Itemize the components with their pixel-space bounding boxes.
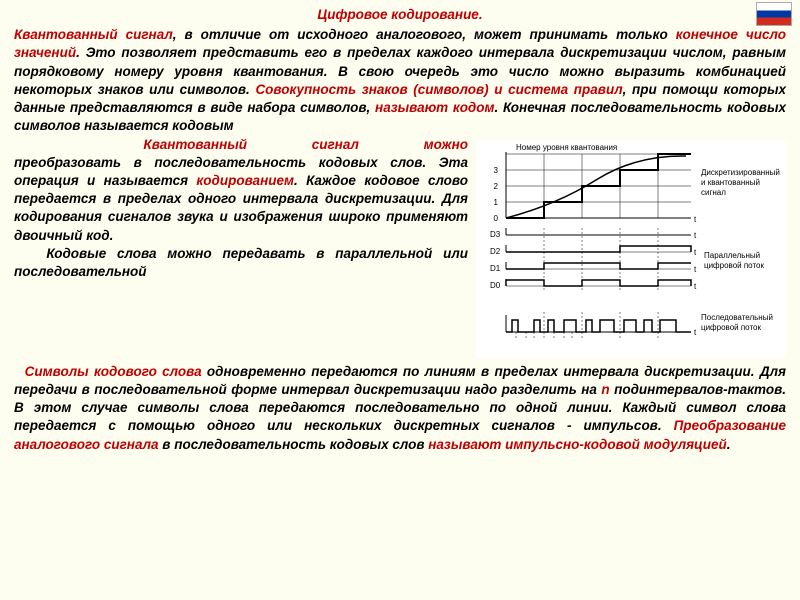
svg-text:Последовательный: Последовательный [701, 313, 773, 322]
quantization-diagram: Номер уровня квантования 1 [476, 140, 786, 358]
p2-s1: Квантованный сигнал можно [143, 137, 468, 152]
svg-text:Параллельный: Параллельный [704, 251, 760, 260]
svg-text:сигнал: сигнал [701, 188, 726, 197]
svg-text:3: 3 [494, 166, 499, 175]
p2-s5: Кодовые слова можно передавать в паралле… [14, 246, 468, 279]
p3-s3: n [601, 382, 609, 397]
paragraph-1: Квантованный сигнал, в отличие от исходн… [14, 26, 786, 135]
paragraph-3: Символы кодового слова одновременно пере… [14, 363, 786, 454]
figure-row: Квантованный сигнал можно преобразовать … [14, 136, 786, 363]
svg-text:2: 2 [494, 182, 499, 191]
flag-badge [756, 2, 792, 26]
p1-s2: , в отличие от исходного аналогового, мо… [173, 27, 676, 42]
p1-s7: называют кодом [375, 100, 494, 115]
svg-text:Дискретизированный: Дискретизированный [701, 168, 780, 177]
p3-s1: Символы кодового слова [25, 364, 202, 379]
svg-text:D1: D1 [490, 264, 501, 273]
svg-text:D3: D3 [490, 230, 501, 239]
svg-text:цифровой поток: цифровой поток [701, 323, 761, 332]
svg-text:D0: D0 [490, 281, 501, 290]
p2-s3: кодированием [196, 173, 294, 188]
paragraph-2: Квантованный сигнал можно преобразовать … [14, 136, 468, 363]
svg-text:0: 0 [494, 214, 499, 223]
p1-s1: Квантованный сигнал [14, 27, 173, 42]
p1-s5: Совокупность знаков (символов) и система… [255, 82, 622, 97]
p3-s6: в последовательность кодовых слов [159, 437, 429, 452]
svg-text:и квантованный: и квантованный [701, 178, 760, 187]
page-title: Цифровое кодирование. [14, 6, 786, 24]
svg-text:D2: D2 [490, 247, 501, 256]
svg-text:цифровой поток: цифровой поток [704, 261, 764, 270]
fig-top-label: Номер уровня квантования [516, 143, 617, 152]
p3-s7: называют импульсно-кодовой модуляцией [428, 437, 727, 452]
svg-text:1: 1 [494, 198, 499, 207]
figure-column: Номер уровня квантования 1 [476, 136, 786, 363]
title-text: Цифровое кодирование. [317, 7, 482, 22]
